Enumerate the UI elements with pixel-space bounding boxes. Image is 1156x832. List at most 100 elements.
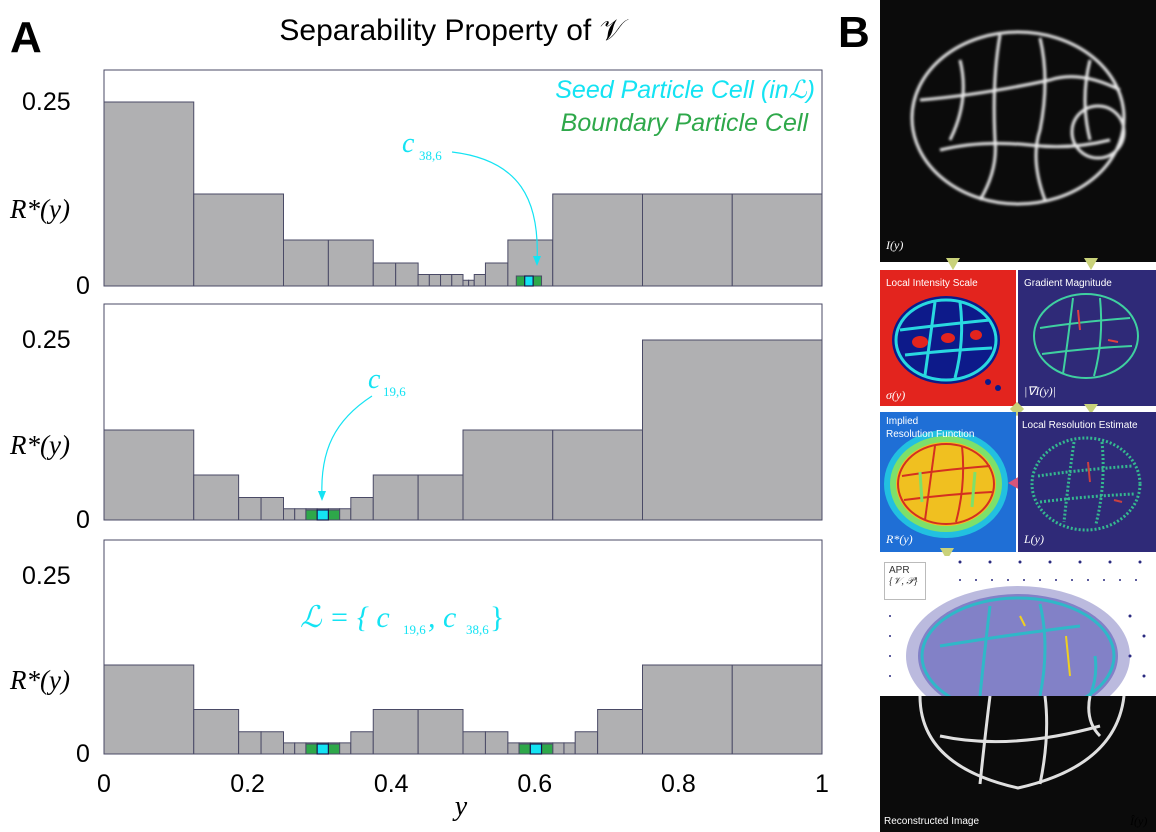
particle-cell-bar xyxy=(103,429,195,521)
particle-cell-bar xyxy=(339,508,352,521)
y-tick-label: 0 xyxy=(76,740,90,768)
chart-bottom: 0 0.25 R*(y) 0 0.2 0.4 0.6 0.8 1 xyxy=(9,539,829,798)
particle-cell-bar xyxy=(260,497,284,521)
particle-cell-bar xyxy=(468,279,475,287)
intensity-scale-map xyxy=(892,296,1001,391)
annotation-c38-6-subscript: 38,6 xyxy=(419,148,442,163)
y-axis-label: R*(y) xyxy=(9,665,70,695)
particle-cell-bar xyxy=(731,664,823,755)
implied-resolution-title-2: Resolution Function xyxy=(886,429,975,440)
y-tick-label: 0 xyxy=(76,272,90,300)
particle-cell-bar xyxy=(642,193,733,287)
boundary-particle-cell xyxy=(327,509,341,521)
particle-cell-bar xyxy=(193,474,240,521)
seed-particle-cell xyxy=(316,509,329,521)
local-resolution-label: L(y) xyxy=(1024,532,1044,546)
particle-cell-bar xyxy=(283,239,329,287)
local-resolution-map xyxy=(1030,436,1142,532)
particle-cell-bar xyxy=(552,429,643,521)
apr-tile: APR {𝒱, 𝒫} xyxy=(880,556,1156,696)
x-tick-label: 0.8 xyxy=(661,770,696,798)
particle-cell-bar xyxy=(294,742,307,755)
particle-cell-bar xyxy=(462,279,470,287)
particle-cell-bar xyxy=(552,742,565,755)
gradient-magnitude-tile: Gradient Magnitude |∇I(y)| xyxy=(1018,270,1156,406)
annotation-c38-6-symbol: c xyxy=(402,128,415,159)
particle-cell-bar xyxy=(350,731,374,755)
particle-cell-bar xyxy=(395,262,419,287)
particle-cell-bar xyxy=(484,262,509,287)
gradient-magnitude-title: Gradient Magnitude xyxy=(1024,278,1112,289)
x-tick-label: 0.4 xyxy=(374,770,409,798)
local-intensity-scale-title: Local Intensity Scale xyxy=(886,278,978,289)
particle-cell-bar xyxy=(642,664,733,755)
particle-cell-bar xyxy=(372,474,419,521)
x-axis-label: y xyxy=(452,791,468,822)
original-image-tile: I(y) xyxy=(880,0,1156,262)
boundary-particle-cell xyxy=(532,275,543,287)
particle-cell-bar xyxy=(327,239,374,287)
implied-resolution-function-tile: Implied Resolution Function R*(y) xyxy=(880,412,1016,552)
seed-particle-cell xyxy=(529,743,543,755)
particle-cell-bar xyxy=(574,731,599,755)
annotation-arrowhead xyxy=(533,256,541,266)
chart-top: 0 0.25 R*(y) xyxy=(9,69,823,300)
apr-set-label: {𝒱, 𝒫} xyxy=(889,576,918,587)
arrow-down-icon xyxy=(1084,258,1098,270)
annotation-set-l: ℒ = { c 19,6 , c 38,6 } xyxy=(300,601,504,637)
particle-cell-bar xyxy=(339,742,352,755)
particle-cell-bar xyxy=(563,742,576,755)
particle-cell-bar xyxy=(238,731,262,755)
particle-cell-bar xyxy=(283,508,296,521)
local-resolution-estimate-tile: Local Resolution Estimate L(y) xyxy=(1018,412,1156,552)
local-intensity-scale-label: σ(y) xyxy=(886,388,906,402)
reconstructed-image-label: Î(y) xyxy=(1130,814,1148,828)
reconstructed-embryo-image xyxy=(918,696,1126,790)
particle-cell-bar xyxy=(473,274,486,287)
particle-cell-bar xyxy=(238,497,262,521)
particle-cell-bar xyxy=(451,274,464,287)
y-tick-label: 0.25 xyxy=(22,562,71,590)
particle-cell-bar xyxy=(552,193,643,287)
x-tick-label: 1 xyxy=(815,770,829,798)
set-l-sep: , c xyxy=(428,601,456,634)
annotation-c19-6: c 19,6 xyxy=(318,364,406,501)
chart-middle: 0 0.25 R*(y) xyxy=(9,303,823,534)
legend-boundary-label: Boundary Particle Cell xyxy=(561,109,810,137)
x-tick-label: 0.2 xyxy=(230,770,265,798)
implied-resolution-map xyxy=(884,430,1008,538)
y-tick-label: 0.25 xyxy=(22,88,71,116)
panel-a-figure: A Separability Property of 𝒱 00.25R*(y) … xyxy=(9,13,829,822)
set-l-sub1: 19,6 xyxy=(403,622,426,637)
annotation-arrowhead xyxy=(318,491,326,501)
particle-cell-bar xyxy=(417,274,430,287)
particle-cell-bar xyxy=(440,274,453,287)
particle-cell-bar xyxy=(103,101,195,287)
annotation-arrow-line xyxy=(321,395,373,498)
boundary-particle-cell xyxy=(327,743,341,755)
particle-cell-bar xyxy=(462,731,486,755)
arrow-down-icon xyxy=(946,258,960,270)
apr-particle-map xyxy=(889,560,1146,696)
gradient-magnitude-map xyxy=(1033,293,1139,379)
particle-cell-bar xyxy=(507,742,520,755)
local-intensity-scale-tile: Local Intensity Scale σ(y) xyxy=(880,270,1016,406)
seed-particle-cell xyxy=(524,275,534,287)
arrow-left-icon xyxy=(1008,476,1020,490)
annotation-c38-6: c 38,6 xyxy=(402,128,541,266)
set-l-sub2: 38,6 xyxy=(466,622,489,637)
particle-cell-bar xyxy=(417,709,464,755)
annotation-arrow-line xyxy=(451,151,538,263)
apr-title: APR xyxy=(889,565,910,576)
particle-cell-bar xyxy=(597,709,643,755)
particle-cell-bar xyxy=(484,731,509,755)
boundary-particle-cell xyxy=(305,509,318,521)
seed-particle-cell xyxy=(316,743,329,755)
particle-cell-bar xyxy=(193,193,284,287)
y-tick-label: 0 xyxy=(76,506,90,534)
x-tick-label: 0 xyxy=(97,770,111,798)
y-axis-label: R*(y) xyxy=(9,194,70,224)
boundary-particle-cell xyxy=(515,275,526,287)
apr-label-box: APR {𝒱, 𝒫} xyxy=(884,562,926,600)
set-l-close: } xyxy=(490,601,504,634)
